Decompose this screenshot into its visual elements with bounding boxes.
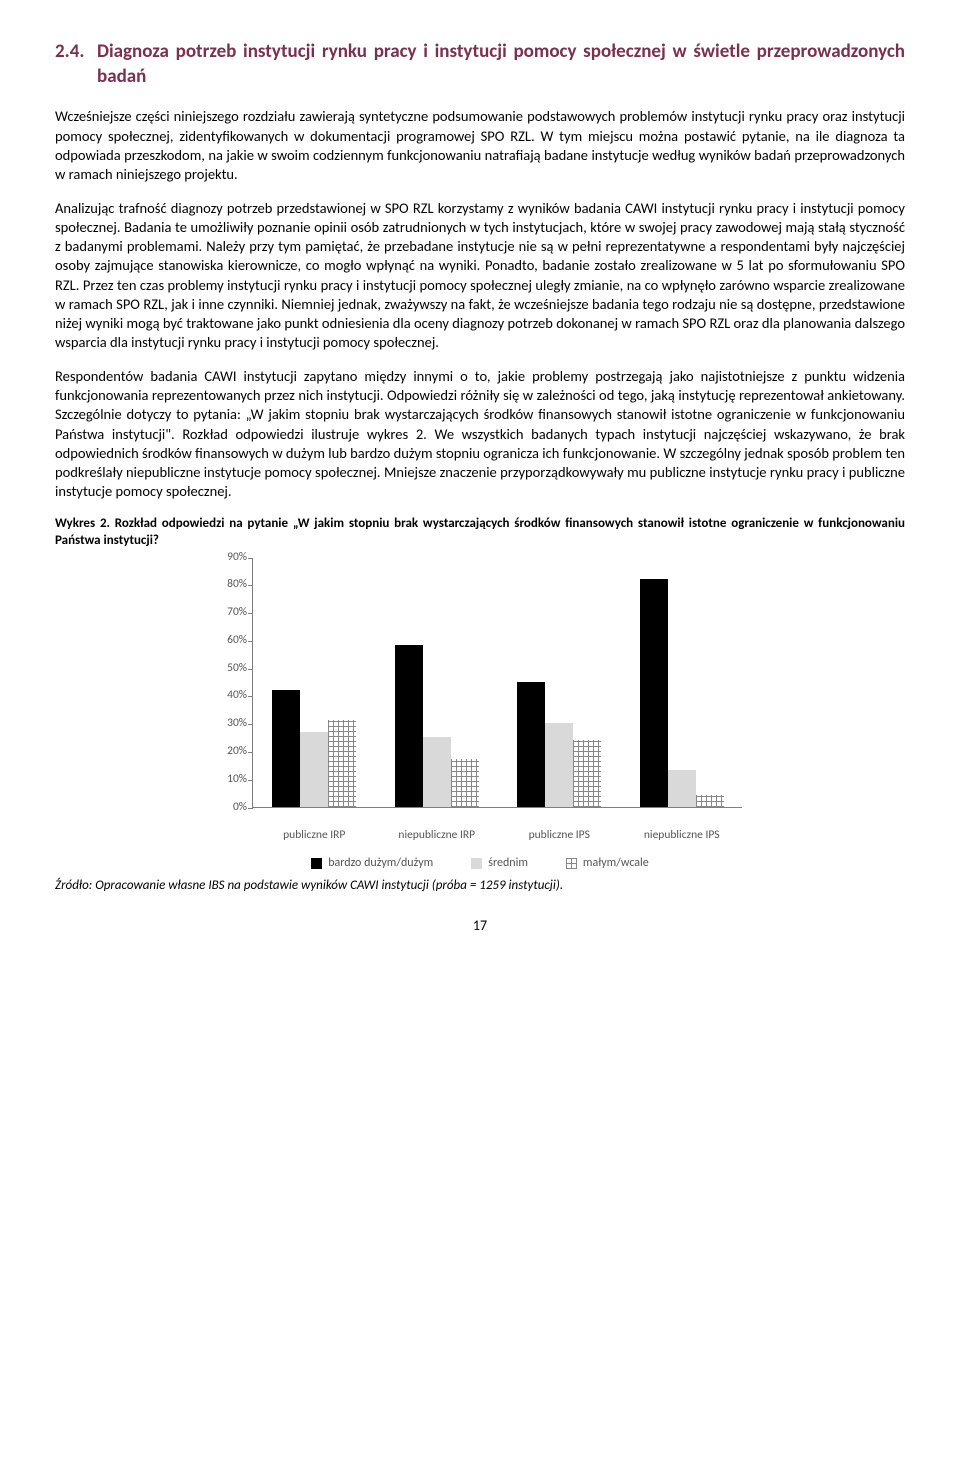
chart-y-tick: 90% (211, 550, 247, 566)
section-number: 2.4. (55, 40, 97, 65)
chart-legend-item: małym/wcale (566, 855, 649, 871)
legend-swatch (311, 858, 322, 869)
legend-label: bardzo dużym/dużym (328, 855, 433, 871)
chart-bar-group (272, 690, 356, 807)
chart-tick-mark (248, 585, 253, 586)
chart-bar (517, 682, 545, 807)
chart-bar (300, 732, 328, 807)
paragraph-1: Wcześniejsze części niniejszego rozdział… (55, 107, 905, 184)
legend-swatch (566, 858, 577, 869)
chart-y-tick: 50% (211, 661, 247, 677)
legend-label: małym/wcale (583, 855, 649, 871)
chart-bar (451, 759, 479, 806)
chart-y-tick: 20% (211, 744, 247, 760)
chart-tick-mark (248, 780, 253, 781)
chart-y-tick: 30% (211, 716, 247, 732)
chart-y-tick: 10% (211, 772, 247, 788)
chart-caption: Wykres 2. Rozkład odpowiedzi na pytanie … (55, 516, 905, 550)
chart-y-tick: 70% (211, 605, 247, 621)
chart-tick-mark (248, 696, 253, 697)
chart-legend-item: bardzo dużym/dużym (311, 855, 433, 871)
chart-x-label: niepubliczne IPS (621, 828, 744, 844)
chart-bar (696, 795, 724, 806)
section-heading: 2.4.Diagnoza potrzeb instytucji rynku pr… (55, 40, 905, 89)
chart-y-tick: 60% (211, 633, 247, 649)
chart-bar (640, 579, 668, 807)
chart-tick-mark (248, 669, 253, 670)
chart-x-label: publiczne IRP (253, 828, 376, 844)
chart-legend: bardzo dużym/dużym średnim małym/wcale (210, 855, 750, 871)
chart-y-tick: 80% (211, 578, 247, 594)
chart-tick-mark (248, 641, 253, 642)
chart-bar-group (395, 645, 479, 806)
chart-bar-group (517, 682, 601, 807)
paragraph-3: Respondentów badania CAWI instytucji zap… (55, 367, 905, 502)
chart-tick-mark (248, 808, 253, 809)
chart-y-tick: 0% (211, 800, 247, 816)
paragraph-2: Analizując trafność diagnozy potrzeb prz… (55, 199, 905, 353)
chart-bar (668, 770, 696, 806)
chart-bar (328, 720, 356, 806)
bar-chart: 0%10%20%30%40%50%60%70%80%90% publiczne … (210, 554, 750, 872)
chart-bar (272, 690, 300, 807)
chart-tick-mark (248, 724, 253, 725)
chart-bar (423, 737, 451, 806)
legend-swatch (471, 858, 482, 869)
chart-plot: 0%10%20%30%40%50%60%70%80%90% (252, 558, 742, 808)
chart-source: Źródło: Opracowanie własne IBS na podsta… (55, 877, 905, 895)
chart-legend-item: średnim (471, 855, 528, 871)
page-number: 17 (55, 917, 905, 936)
chart-x-labels: publiczne IRPniepubliczne IRPpubliczne I… (253, 828, 743, 844)
chart-bar-group (640, 579, 724, 807)
chart-tick-mark (248, 752, 253, 753)
chart-bar (395, 645, 423, 806)
chart-tick-mark (248, 613, 253, 614)
chart-bar (573, 740, 601, 807)
section-title: Diagnoza potrzeb instytucji rynku pracy … (97, 40, 905, 89)
chart-tick-mark (248, 558, 253, 559)
chart-bar (545, 723, 573, 806)
legend-label: średnim (488, 855, 528, 871)
chart-y-tick: 40% (211, 689, 247, 705)
chart-x-label: publiczne IPS (498, 828, 621, 844)
chart-x-label: niepubliczne IRP (376, 828, 499, 844)
